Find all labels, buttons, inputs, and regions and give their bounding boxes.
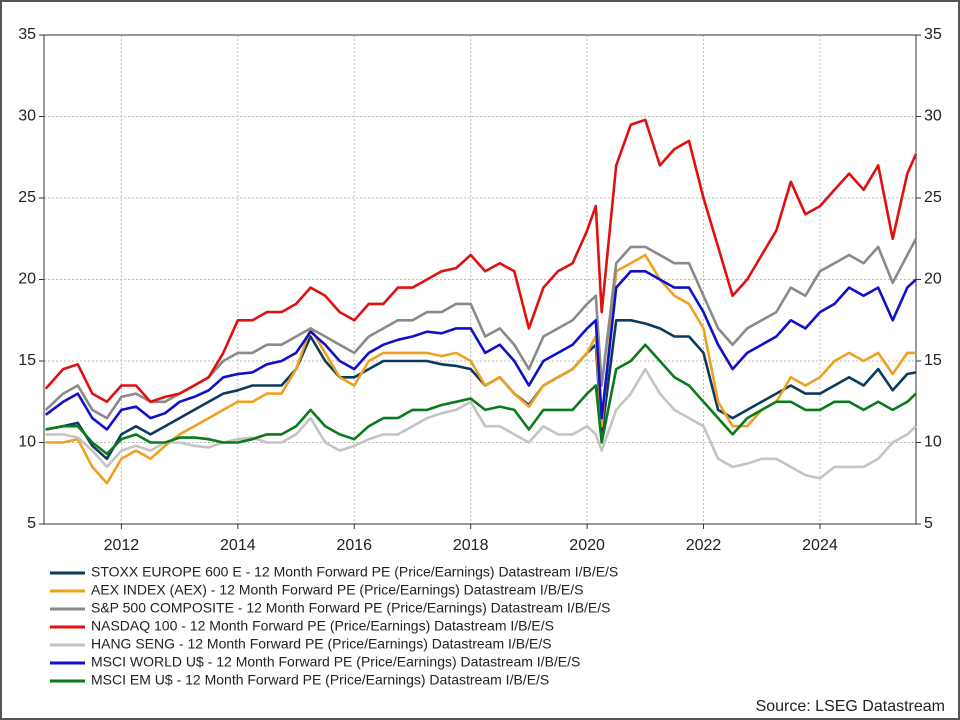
y-tick-label: 15 [18,352,36,369]
legend-label: STOXX EUROPE 600 E - 12 Month Forward PE… [91,564,618,580]
y2-tick-label: 10 [924,434,942,451]
y-tick-label: 10 [18,434,36,451]
y-tick-label: 25 [18,189,36,206]
x-tick-label: 2012 [104,537,140,554]
legend-label: HANG SENG - 12 Month Forward PE (Price/E… [91,636,552,652]
legend-label: S&P 500 COMPOSITE - 12 Month Forward PE … [91,600,610,616]
x-tick-label: 2024 [802,537,838,554]
legend-label: MSCI WORLD U$ - 12 Month Forward PE (Pri… [91,654,580,670]
y2-tick-label: 30 [924,108,942,125]
y2-tick-label: 15 [924,352,942,369]
y-tick-label: 5 [27,515,36,532]
x-tick-label: 2016 [336,537,372,554]
source: Source: LSEG Datastream [756,698,945,715]
x-tick-label: 2014 [220,537,256,554]
legend-label: AEX INDEX (AEX) - 12 Month Forward PE (P… [91,582,584,598]
legend-label: NASDAQ 100 - 12 Month Forward PE (Price/… [91,618,554,634]
y-tick-label: 30 [18,108,36,125]
series-line [44,118,918,404]
series-line [45,343,917,456]
y-tick-label: 20 [18,271,36,288]
x-tick-label: 2020 [569,537,605,554]
y2-tick-label: 20 [924,271,942,288]
series-line [45,367,917,480]
series-line [44,270,917,431]
y2-tick-label: 5 [924,515,933,532]
legend-label: MSCI EM U$ - 12 Month Forward PE (Price/… [91,672,549,688]
y2-tick-label: 35 [924,26,942,43]
y-tick-label: 35 [18,26,36,43]
y2-tick-label: 25 [924,189,942,206]
x-tick-label: 2018 [453,537,489,554]
x-tick-label: 2022 [686,537,722,554]
